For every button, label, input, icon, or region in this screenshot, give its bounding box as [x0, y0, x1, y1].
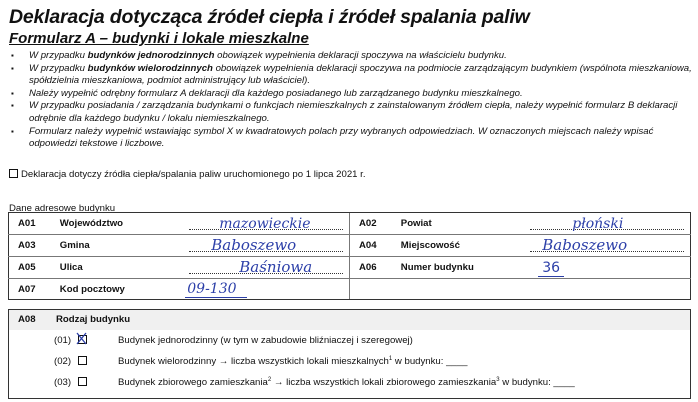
- field-value: 09-130: [185, 281, 247, 298]
- field-value: Baboszewo: [542, 236, 628, 254]
- street-field[interactable]: Baśniowa: [187, 256, 350, 279]
- checkbox[interactable]: [77, 377, 87, 386]
- instruction-item: Należy wypełnić odrębny formularz A dekl…: [8, 88, 693, 101]
- field-label: Powiat: [400, 212, 529, 235]
- declaration-label: Deklaracja dotyczy źródła ciepła/spalani…: [21, 169, 366, 180]
- empty-cell: [349, 278, 691, 300]
- building-number-field[interactable]: 36: [528, 256, 692, 279]
- x-mark-icon: [76, 332, 87, 345]
- building-type-option[interactable]: (03) Budynek zbiorowego zamieszkania2 → …: [54, 377, 575, 388]
- building-type-section: A08 Rodzaj budynku (01) Budynek jednorodz…: [8, 309, 691, 399]
- address-table: A01 Województwo mazowieckie A02 Powiat p…: [7, 212, 692, 300]
- field-value: Baboszewo: [211, 236, 297, 254]
- field-code: A03: [7, 234, 60, 257]
- declaration-checkbox-row[interactable]: Deklaracja dotyczy źródła ciepła/spalani…: [9, 169, 366, 180]
- instruction-item: W przypadku posiadania / zarządzania bud…: [8, 100, 693, 125]
- option-label: Budynek jednorodzinny (w tym w zabudowie…: [118, 335, 413, 346]
- instructions-list: W przypadku budynków jednorodzinnych obo…: [8, 50, 693, 151]
- instruction-item: W przypadku budynków jednorodzinnych obo…: [8, 50, 693, 63]
- instruction-item: Formularz należy wypełnić wstawiając sym…: [8, 126, 693, 151]
- field-code: A05: [7, 256, 60, 279]
- field-value: Baśniowa: [239, 258, 313, 276]
- instruction-item: W przypadku budynków wielorodzinnych obo…: [8, 63, 693, 88]
- option-label: Budynek wielorodzinny → liczba wszystkic…: [118, 356, 468, 368]
- building-type-option[interactable]: (01) Budynek jednorodzinny (w tym w zabu…: [54, 332, 413, 346]
- field-label: Rodzaj budynku: [56, 314, 131, 325]
- page-title: Deklaracja dotycząca źródeł ciepła i źró…: [9, 6, 530, 28]
- field-code: A07: [7, 278, 60, 300]
- field-code: A01: [7, 212, 60, 235]
- option-number: (02): [54, 356, 72, 367]
- building-type-option[interactable]: (02) Budynek wielorodzinny → liczba wszy…: [54, 356, 467, 367]
- voivodeship-field[interactable]: mazowieckie: [187, 212, 350, 235]
- checkbox-checked[interactable]: [76, 332, 87, 345]
- field-label: Gmina: [59, 234, 188, 257]
- field-code: A02: [348, 212, 401, 235]
- field-label: Województwo: [59, 212, 188, 235]
- locality-field[interactable]: Baboszewo: [528, 234, 692, 257]
- field-label: Numer budynku: [400, 256, 529, 279]
- declaration-checkbox[interactable]: [9, 169, 18, 178]
- field-code: A04: [348, 234, 401, 257]
- option-number: (03): [54, 377, 72, 388]
- address-section-label: Dane adresowe budynku: [9, 203, 116, 214]
- option-label: Budynek zbiorowego zamieszkania2 → liczb…: [118, 377, 575, 389]
- option-number: (01): [54, 335, 72, 346]
- field-value: mazowieckie: [219, 216, 311, 232]
- field-code: A08: [18, 314, 36, 325]
- commune-field[interactable]: Baboszewo: [187, 234, 350, 257]
- field-value: 36: [538, 260, 565, 277]
- form-subtitle: Formularz A – budynki i lokale mieszkaln…: [9, 30, 309, 47]
- checkbox[interactable]: [77, 356, 87, 365]
- postal-code-field[interactable]: 09-130: [185, 278, 350, 300]
- county-field[interactable]: płoński: [528, 212, 692, 235]
- field-label: Ulica: [59, 256, 188, 279]
- field-label: Miejscowość: [400, 234, 529, 257]
- field-code: A06: [348, 256, 401, 279]
- field-label: Kod pocztowy: [59, 278, 188, 300]
- field-value: płoński: [572, 216, 624, 232]
